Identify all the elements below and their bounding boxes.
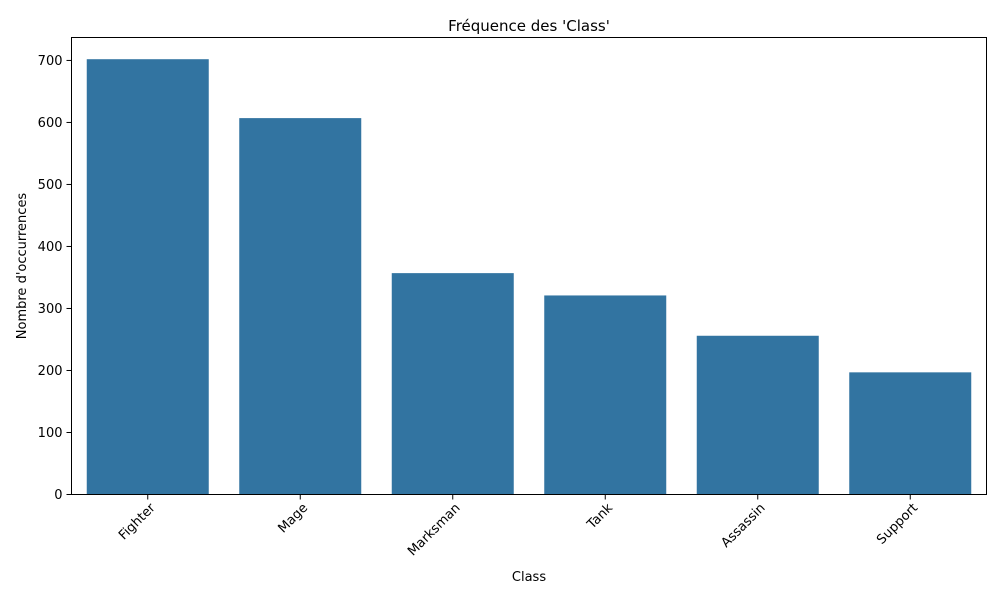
- bar-tank: [544, 295, 667, 495]
- y-tick-label: 300: [38, 302, 63, 317]
- y-tick-label: 700: [38, 54, 63, 69]
- bar-marksman: [391, 273, 514, 495]
- bars-group: [86, 59, 972, 495]
- y-tick-label: 100: [38, 426, 63, 441]
- x-axis-title: Class: [512, 570, 546, 585]
- y-tick-label: 600: [38, 116, 63, 131]
- x-tick-label: Fighter: [116, 500, 159, 543]
- x-tick-label: Tank: [584, 500, 617, 533]
- bar-fighter: [86, 59, 209, 495]
- x-tick-label: Marksman: [405, 501, 463, 559]
- x-tick-label: Support: [874, 501, 921, 548]
- chart-title: Fréquence des 'Class': [448, 17, 610, 35]
- bar-mage: [239, 118, 362, 495]
- y-tick-label: 0: [54, 488, 62, 503]
- plot-frame: [71, 37, 987, 495]
- bar-support: [849, 372, 972, 495]
- x-axis: Fighter Mage Marksman Tank Assassin Support: [116, 494, 921, 559]
- x-tick-label: Assassin: [719, 501, 769, 551]
- y-tick-label: 200: [38, 364, 63, 379]
- bar-assassin: [696, 335, 819, 495]
- y-axis: 0 100 200 300 400 500 600 700: [38, 54, 72, 503]
- x-tick-label: Mage: [275, 501, 311, 537]
- y-tick-label: 500: [38, 178, 63, 193]
- y-tick-label: 400: [38, 240, 63, 255]
- y-axis-title: Nombre d'occurrences: [15, 193, 30, 340]
